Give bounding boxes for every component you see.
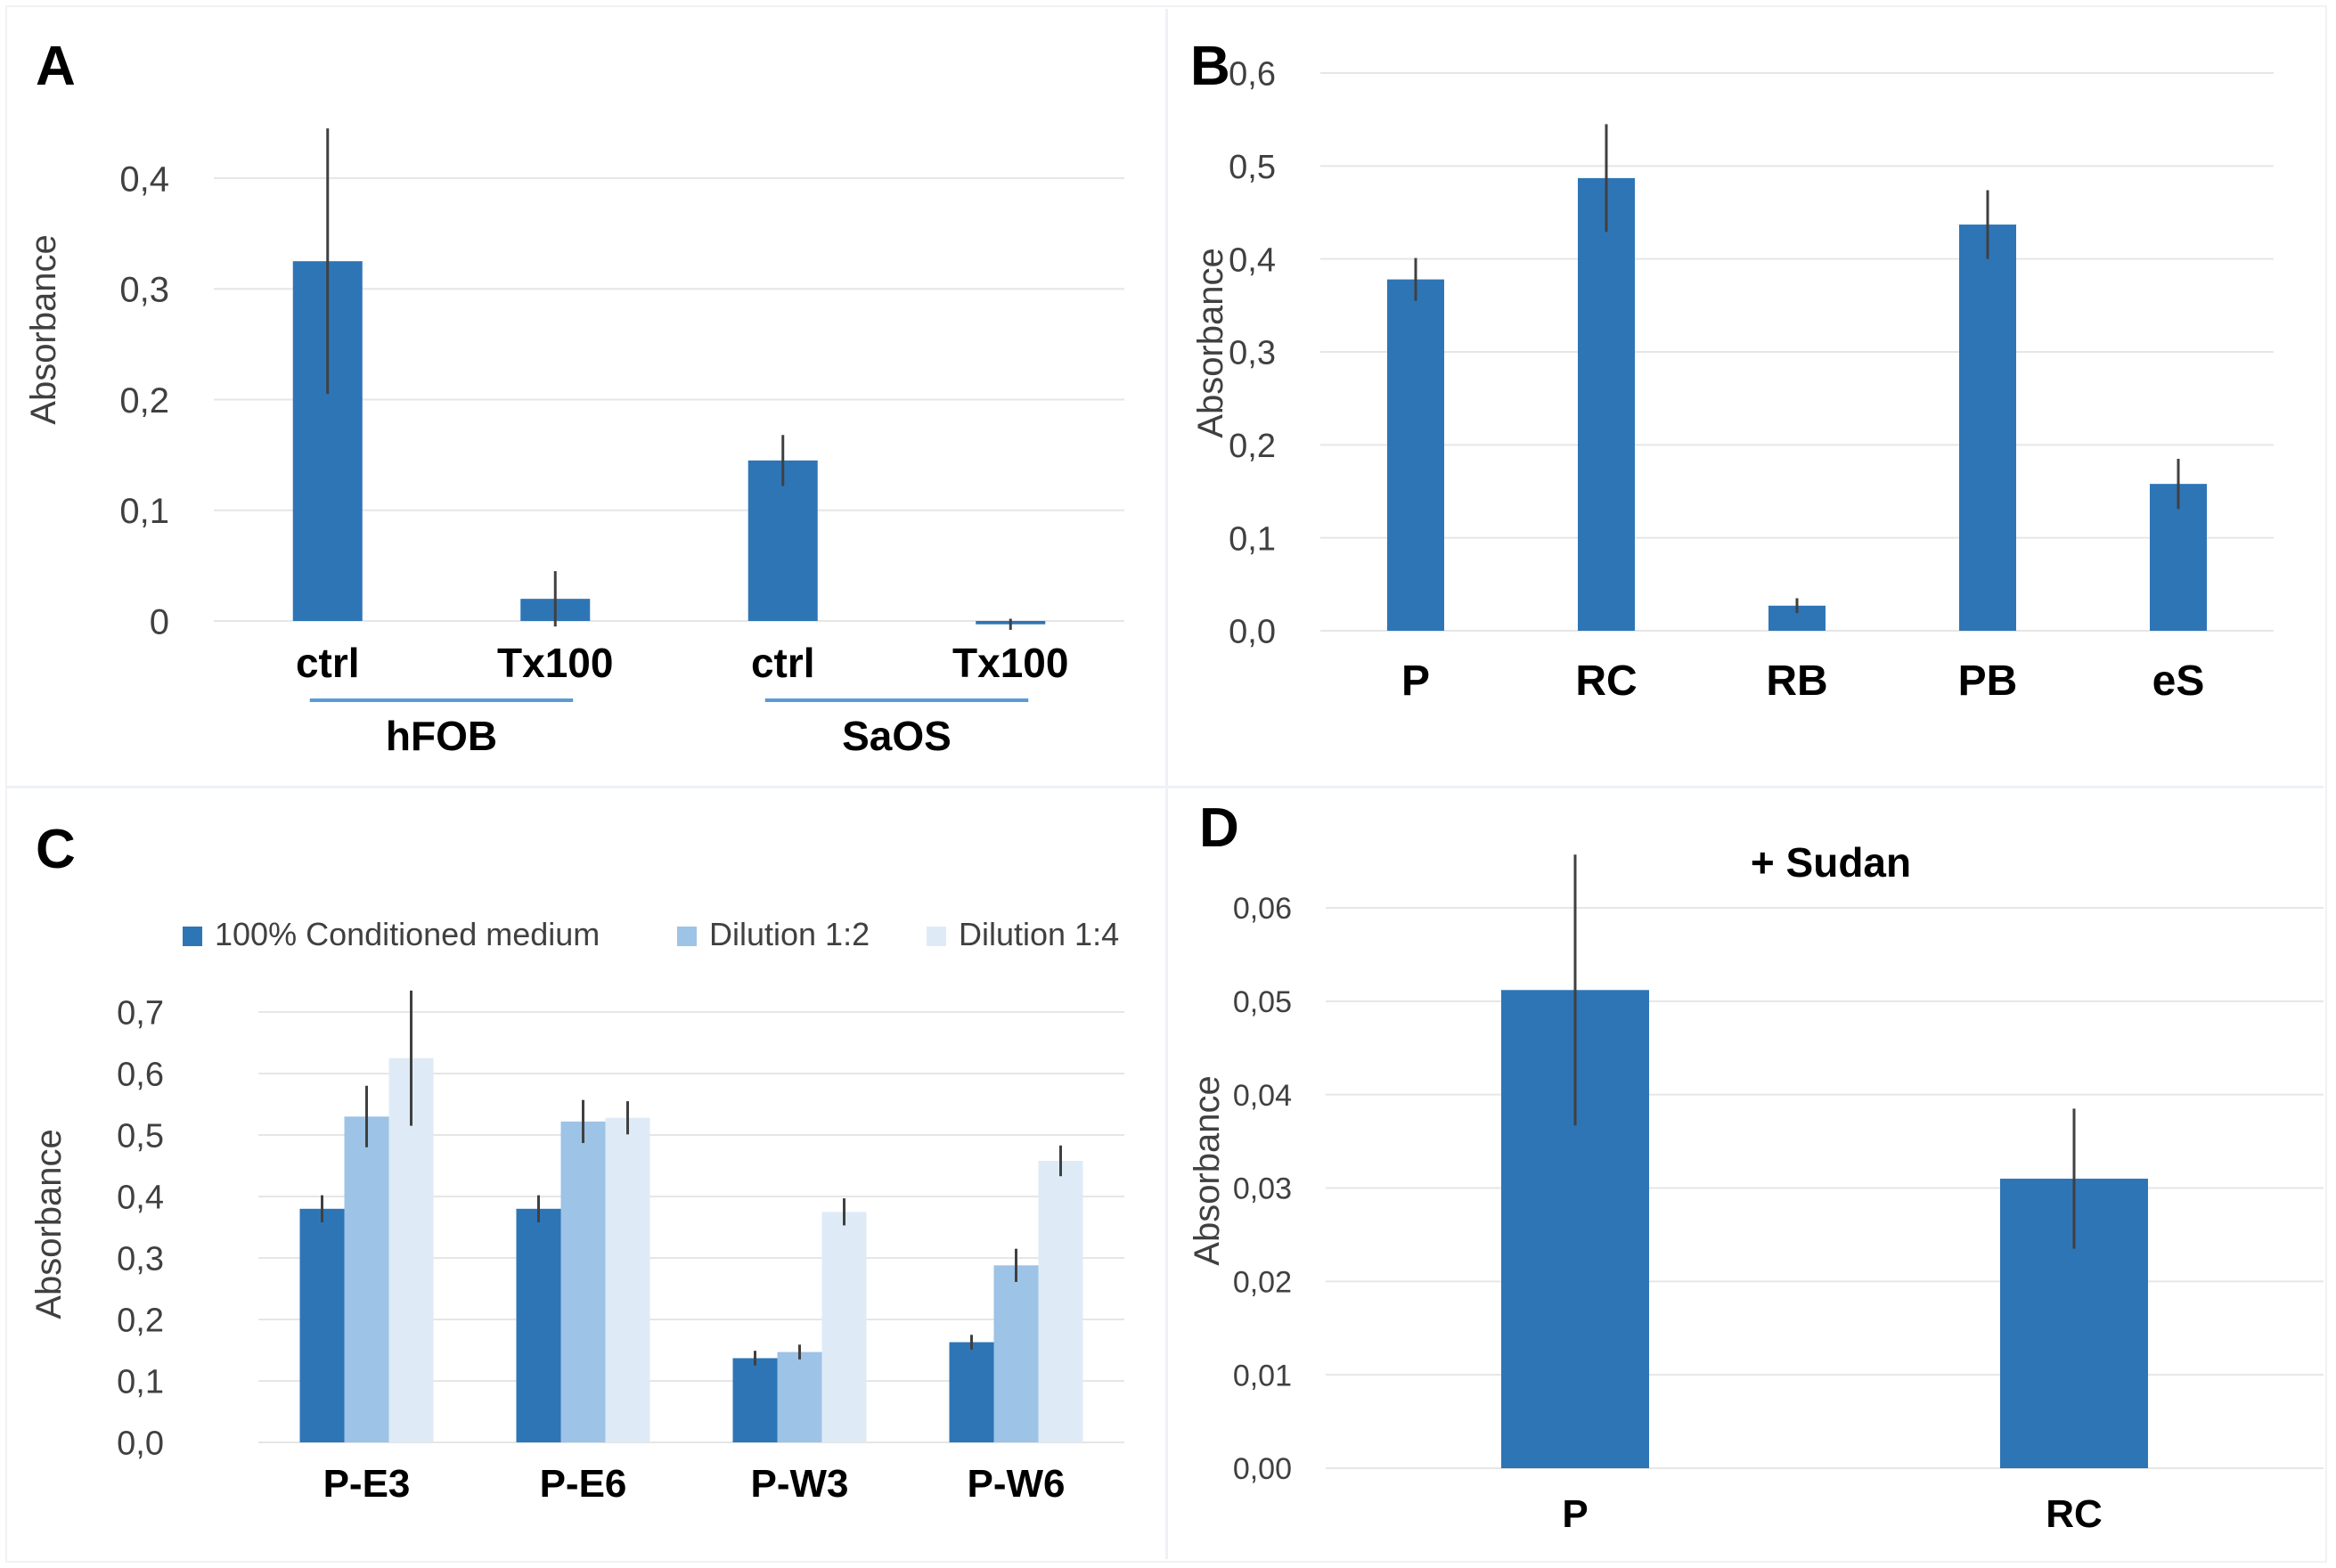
chart-b: B 0,0 0,1 0,2 0,3 0,4 0,5 0,6 Absorbance P RC RB PB e…	[1190, 36, 2274, 705]
c2-category-label: P-W6	[968, 1462, 1066, 1506]
c1-category-label: RB	[1766, 657, 1827, 705]
panel-divider-vertical	[1165, 9, 1168, 1559]
c0-y-tick-label: 0,3	[119, 271, 169, 310]
c0-category-label: Tx100	[497, 640, 613, 686]
c3-chart-title: + Sudan	[1751, 839, 1911, 886]
c1-bar	[1959, 225, 2016, 631]
chart-a: A 0 0,1 0,2 0,3 0,4 Absorbance ctrl Tx100 ctrl Tx1…	[24, 36, 1124, 759]
c3-y-tick-label: 0,00	[1233, 1452, 1292, 1486]
panel-label-d: D	[1199, 797, 1239, 859]
c3-y-tick-label: 0,04	[1233, 1079, 1292, 1113]
panel-c: C 0,0 0,1 0,2 0,3 0,4 0,5 0,6 0,7 Absorbance P-E3 P…	[0, 788, 1167, 1568]
c2-y-axis-label: Absorbance	[29, 1129, 69, 1319]
panel-a: A 0 0,1 0,2 0,3 0,4 Absorbance ctrl Tx100 ctrl Tx1…	[0, 0, 1167, 788]
c2-legend-label: Dilution 1:4	[959, 916, 1119, 952]
c2-y-tick-label: 0,5	[117, 1118, 164, 1156]
c2-bar	[993, 1265, 1039, 1442]
c1-category-label: PB	[1958, 657, 2018, 705]
c2-category-label: P-W3	[751, 1462, 849, 1506]
c2-y-tick-label: 0,6	[117, 1057, 164, 1094]
c2-category-label: P-E3	[323, 1462, 411, 1506]
c0-bar	[747, 460, 818, 621]
c3-y-tick-label: 0,03	[1233, 1172, 1292, 1206]
c1-y-tick-label: 0,1	[1229, 520, 1276, 558]
c1-y-tick-label: 0,2	[1229, 428, 1276, 465]
c2-bar	[299, 1208, 345, 1442]
c2-legend-swatch	[927, 927, 946, 946]
panel-divider-horizontal	[7, 786, 2324, 788]
c2-category-label: P-E6	[540, 1462, 627, 1506]
c3-y-tick-label: 0,02	[1233, 1266, 1292, 1300]
c3-y-tick-label: 0,01	[1233, 1359, 1292, 1392]
c2-bar	[344, 1116, 389, 1442]
c1-y-tick-label: 0,4	[1229, 241, 1276, 279]
c2-bar	[1038, 1160, 1083, 1442]
panel-b: B 0,0 0,1 0,2 0,3 0,4 0,5 0,6 Absorbance P RC RB PB e…	[1167, 0, 2336, 788]
c3-y-tick-label: 0,06	[1233, 892, 1292, 926]
c1-y-tick-label: 0,5	[1229, 149, 1276, 186]
c2-bar	[949, 1342, 994, 1442]
c2-bar	[732, 1358, 778, 1442]
c2-y-tick-label: 0,4	[117, 1180, 164, 1217]
panel-d: D 0,00 0,01 0,02 0,03 0,04 0,05 0,06 Absorbance +…	[1167, 788, 2336, 1568]
c2-bar	[560, 1121, 606, 1442]
c2-bar	[605, 1117, 650, 1442]
c1-bar	[1578, 177, 1635, 631]
c0-y-tick-label: 0,2	[119, 381, 169, 421]
c2-bar	[777, 1352, 822, 1442]
c2-bar	[821, 1212, 867, 1442]
c1-y-tick-label: 0,3	[1229, 335, 1276, 372]
chart-c: C 0,0 0,1 0,2 0,3 0,4 0,5 0,6 0,7 Absorbance P-E3 P…	[29, 819, 1124, 1506]
c0-category-label: ctrl	[296, 640, 360, 686]
c1-category-label: eS	[2152, 657, 2205, 705]
c0-y-tick-label: 0,1	[119, 492, 169, 531]
c2-y-tick-label: 0,1	[117, 1364, 164, 1401]
c0-category-label: Tx100	[952, 640, 1068, 686]
c2-y-tick-label: 0,0	[117, 1425, 164, 1463]
c2-legend-swatch	[677, 927, 697, 946]
c2-legend-swatch	[183, 927, 202, 946]
c2-bar	[516, 1208, 561, 1442]
c1-y-tick-label: 0,6	[1229, 56, 1276, 94]
figure-frame	[5, 5, 2327, 1563]
c0-category-label: ctrl	[751, 640, 815, 686]
c3-category-label: P	[1562, 1492, 1588, 1536]
panel-label-b: B	[1190, 36, 1230, 97]
c1-bar	[1387, 279, 1444, 631]
c0-y-axis-label: Absorbance	[24, 234, 63, 424]
chart-d: D 0,00 0,01 0,02 0,03 0,04 0,05 0,06 Absorbance +…	[1188, 797, 2324, 1536]
c3-y-tick-label: 0,05	[1233, 985, 1292, 1019]
c3-y-axis-label: Absorbance	[1188, 1075, 1227, 1265]
c1-category-label: P	[1401, 657, 1430, 705]
c0-group-label: SaOS	[842, 713, 952, 759]
c1-y-tick-label: 0,0	[1229, 614, 1276, 651]
panel-label-a: A	[36, 36, 76, 97]
c1-y-axis-label: Absorbance	[1191, 248, 1230, 437]
c0-y-tick-label: 0	[150, 602, 169, 641]
c2-legend-label: 100% Conditioned medium	[215, 916, 600, 952]
c3-category-label: RC	[2046, 1492, 2103, 1536]
c2-y-tick-label: 0,7	[117, 995, 164, 1033]
c0-y-tick-label: 0,4	[119, 159, 169, 199]
c2-y-tick-label: 0,2	[117, 1303, 164, 1340]
c1-category-label: RC	[1575, 657, 1637, 705]
panel-label-c: C	[36, 819, 76, 880]
c0-group-label: hFOB	[386, 713, 497, 759]
c2-legend-label: Dilution 1:2	[709, 916, 870, 952]
c2-y-tick-label: 0,3	[117, 1241, 164, 1278]
